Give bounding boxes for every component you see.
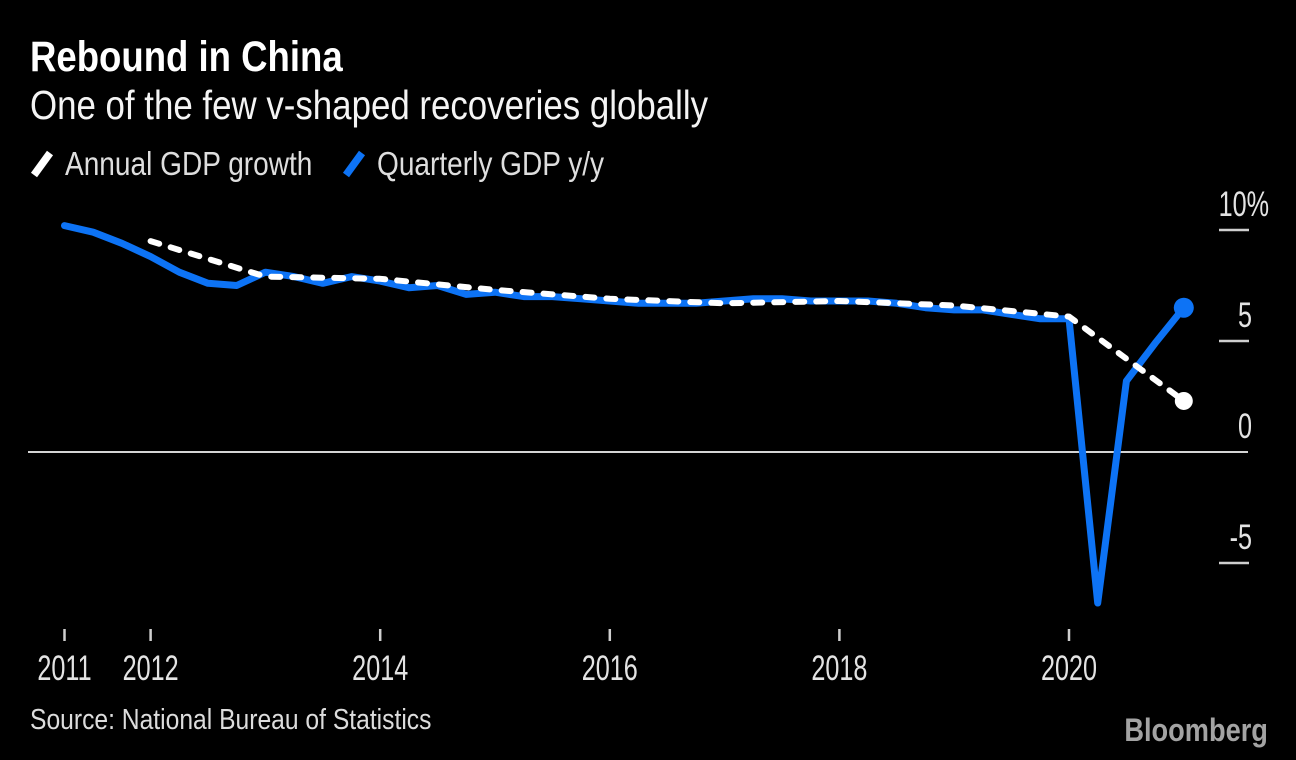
quarterly-gdp-line (61, 222, 1188, 607)
legend-label-annual: Annual GDP growth (65, 145, 313, 182)
x-axis-label: 2012 (123, 649, 179, 688)
legend-item-annual: Annual GDP growth (30, 145, 356, 182)
line-swatch-icon (342, 150, 366, 178)
y-axis-label: 0 (1238, 407, 1252, 446)
x-axis-label: 2011 (37, 649, 91, 688)
annual-end-dot (1174, 391, 1193, 410)
y-axis-label: 10% (1219, 185, 1269, 224)
legend-label-quarterly: Quarterly GDP y/y (377, 145, 605, 182)
x-axis-label: 2018 (811, 649, 867, 688)
x-axis-label: 2014 (352, 649, 408, 688)
source-note: Source: National Bureau of Statistics (30, 704, 432, 736)
quarterly-swatch-line (342, 150, 366, 178)
annual-gdp-line (147, 238, 1187, 404)
quarterly-end-dot (1173, 297, 1194, 318)
annual-swatch-line (30, 150, 54, 178)
y-axis-label: 5 (1238, 296, 1252, 335)
x-axis-label: 2016 (582, 649, 638, 688)
chart-subtitle: One of the few v-shaped recoveries globa… (30, 82, 709, 128)
bloomberg-logo: Bloomberg (1124, 712, 1268, 748)
legend-item-quarterly: Quarterly GDP y/y (342, 145, 644, 182)
x-axis-label: 2020 (1041, 649, 1097, 688)
dash-swatch-icon (30, 150, 54, 178)
y-axis-label: -5 (1230, 518, 1252, 557)
chart-legend: Annual GDP growth Quarterly GDP y/y (0, 145, 1296, 182)
page-title: Rebound in China (30, 33, 343, 81)
